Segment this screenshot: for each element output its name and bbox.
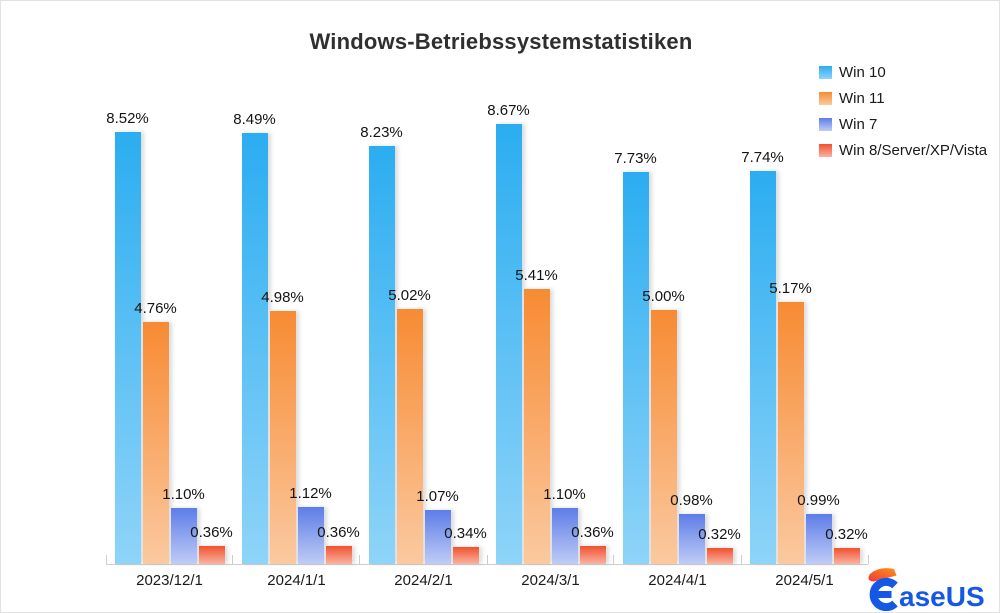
bar-win-7: 1.10%: [162, 486, 205, 564]
logo-c-bar-icon: [877, 591, 892, 598]
bar-value-label: 0.32%: [698, 525, 741, 543]
bar-value-label: 4.76%: [134, 300, 177, 318]
bar-value-label: 0.34%: [444, 524, 487, 542]
bar-win-10: 7.74%: [741, 149, 784, 564]
logo-swoosh-icon: [868, 568, 897, 582]
bar-value-label: 0.36%: [317, 523, 360, 541]
bar-win-8-server-xp-vista: 0.36%: [571, 524, 614, 564]
bar-value-label: 5.17%: [769, 279, 812, 297]
bar-win-11: 4.76%: [134, 300, 177, 564]
bar-win-8-server-xp-vista: 0.36%: [190, 524, 233, 564]
bar-win-10: 7.73%: [614, 150, 657, 564]
bar-value-label: 5.41%: [515, 267, 558, 285]
bar-win-11: 5.00%: [642, 288, 685, 564]
axis-tick: [486, 555, 488, 564]
bar-win-11: 5.02%: [388, 287, 431, 564]
bar-value-label: 1.07%: [416, 487, 459, 505]
bar-win-7: 1.07%: [416, 488, 459, 564]
bar-value-label: 0.98%: [670, 492, 713, 510]
bar-win-11: 4.98%: [261, 289, 304, 564]
legend-swatch: [819, 118, 832, 131]
bar-win-8-server-xp-vista: 0.34%: [444, 525, 487, 564]
bar-win-10: 8.52%: [106, 110, 149, 564]
x-axis-label: 2024/5/1: [775, 572, 834, 589]
logo-c-icon: [869, 577, 898, 611]
bar-win-7: 1.10%: [543, 486, 586, 564]
legend-item: Win 10: [819, 64, 987, 81]
bar-win-8-server-xp-vista: 0.36%: [317, 524, 360, 564]
chart-title: Windows-Betriebssystemstatistiken: [309, 29, 693, 54]
bar-value-label: 1.12%: [289, 485, 332, 503]
legend-item: Win 11: [819, 90, 987, 107]
legend-label: Win 11: [839, 90, 885, 107]
bar-win-8-server-xp-vista: 0.32%: [825, 526, 868, 564]
easeus-logo: aseUS: [868, 568, 985, 611]
bar-group: 7.74% 5.17% 0.99% 0.32%: [741, 97, 868, 564]
bar-value-label: 0.36%: [190, 523, 233, 541]
bar-group: 8.23% 5.02% 1.07% 0.34%: [360, 97, 487, 564]
axis-tick: [359, 555, 361, 564]
x-axis-label: 2024/2/1: [394, 572, 453, 589]
x-axis: 2023/12/1 2024/1/1 2024/2/1 2024/3/1 2024/4/…: [106, 572, 868, 589]
bar-win-10: 8.67%: [487, 102, 530, 564]
x-axis-label: 2023/12/1: [136, 572, 203, 589]
bar-value-label: 1.10%: [162, 486, 205, 504]
bar-win-7: 0.98%: [670, 492, 713, 564]
x-axis-label: 2024/4/1: [648, 572, 707, 589]
bar-group: 8.49% 4.98% 1.12% 0.36%: [233, 97, 360, 564]
bar-win-7: 1.12%: [289, 485, 332, 564]
legend-label: Win 10: [839, 64, 886, 81]
bar-win-11: 5.41%: [515, 267, 558, 564]
bar-value-label: 5.00%: [642, 288, 685, 306]
bar-group: 7.73% 5.00% 0.98% 0.32%: [614, 97, 741, 564]
logo-text: aseUS: [899, 581, 985, 611]
x-axis-label: 2024/3/1: [521, 572, 580, 589]
legend-swatch: [819, 144, 832, 157]
bar-value-label: 0.99%: [797, 491, 840, 509]
bar-value-label: 8.49%: [233, 111, 276, 129]
axis-tick: [740, 555, 742, 564]
plot-area: 8.52% 4.76% 1.10% 0.36% 8.49% 4.98% 1.12% 0.36%…: [105, 97, 869, 565]
bar-group: 8.52% 4.76% 1.10% 0.36%: [106, 97, 233, 564]
bar-win-11: 5.17%: [769, 280, 812, 564]
legend-label: Win 8/Server/XP/Vista: [839, 142, 988, 159]
axis-tick: [105, 555, 107, 564]
legend-label: Win 7: [839, 116, 878, 133]
axis-tick: [613, 555, 615, 564]
axis-tick: [867, 555, 869, 564]
bar-win-10: 8.23%: [360, 124, 403, 564]
bar-win-7: 0.99%: [797, 492, 840, 564]
bar-value-label: 1.10%: [543, 486, 586, 504]
axis-tick: [232, 555, 234, 564]
bar-value-label: 8.67%: [487, 101, 530, 119]
legend-swatch: [819, 66, 832, 79]
bar-value-label: 8.52%: [106, 109, 149, 127]
x-axis-label: 2024/1/1: [267, 572, 326, 589]
legend: Win 10 Win 11 Win 7 Win 8/Server/XP/Vista: [819, 64, 987, 168]
bar-win-10: 8.49%: [233, 111, 276, 564]
legend-item: Win 8/Server/XP/Vista: [819, 142, 987, 159]
legend-item: Win 7: [819, 116, 987, 133]
bar-value-label: 7.73%: [614, 149, 657, 167]
bar-value-label: 0.36%: [571, 523, 614, 541]
legend-swatch: [819, 92, 832, 105]
bar-group: 8.67% 5.41% 1.10% 0.36%: [487, 97, 614, 564]
bar-win-8-server-xp-vista: 0.32%: [698, 526, 741, 564]
bar-value-label: 5.02%: [388, 287, 431, 305]
bar-value-label: 0.32%: [825, 525, 868, 543]
bar-value-label: 7.74%: [741, 149, 784, 167]
bar-value-label: 8.23%: [360, 124, 403, 142]
bar-value-label: 4.98%: [261, 289, 304, 307]
